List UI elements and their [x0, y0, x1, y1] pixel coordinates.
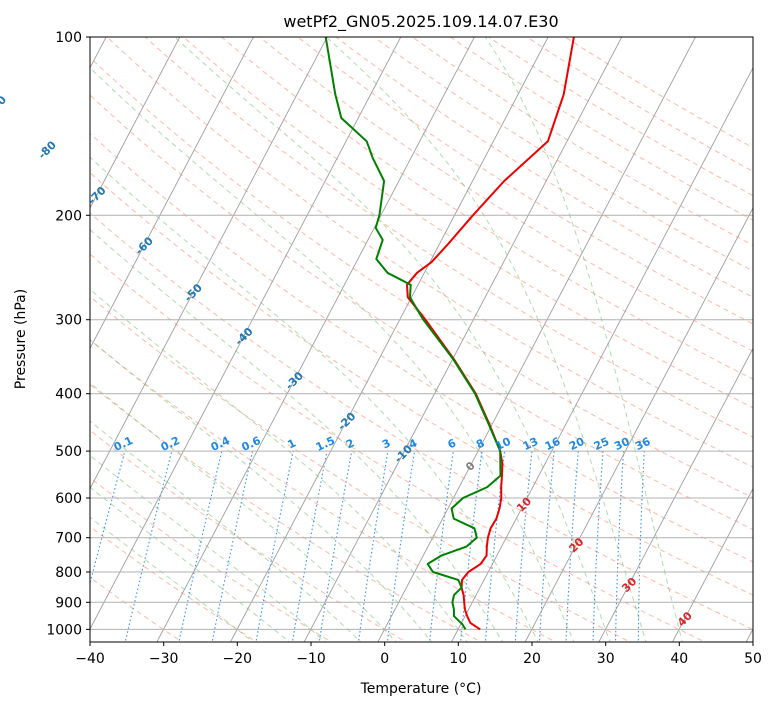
dry-adiabat	[335, 37, 753, 298]
isotherm-line	[90, 37, 402, 630]
x-tick-label: −30	[149, 651, 179, 667]
isotherms	[90, 37, 753, 642]
moist-adiabat	[484, 37, 683, 642]
x-axis-label: Temperature (°C)	[360, 681, 482, 697]
y-tick-label: 500	[55, 444, 82, 460]
mixing-ratio-label: 36	[633, 435, 653, 453]
y-axis: 100 200 300 400 500 600 700 800 900 1000	[46, 30, 90, 638]
isotherm-line	[598, 347, 753, 642]
moist-adiabat	[326, 37, 647, 642]
isotherm-line	[377, 37, 696, 642]
x-tick-label: 30	[597, 651, 615, 667]
x-tick-label: −10	[296, 651, 326, 667]
isotherm-line	[229, 37, 549, 642]
mixing-ratio-label: 20	[567, 435, 587, 453]
mixing-ratio-line	[211, 450, 254, 642]
x-tick-label: 20	[523, 651, 541, 667]
y-tick-label: 900	[55, 595, 82, 611]
plot-frame	[89, 36, 754, 643]
isotherm-line	[90, 37, 254, 350]
y-tick-label: 300	[55, 313, 82, 329]
dry-adiabat	[90, 253, 707, 642]
isotherm-label: -90	[0, 93, 9, 116]
x-tick-label: 0	[380, 651, 389, 667]
dewpoint-trace	[324, 37, 502, 630]
x-tick-label: 50	[744, 651, 762, 667]
x-tick-label: 40	[670, 651, 688, 667]
dry-adiabat	[90, 56, 753, 499]
isotherm-line	[303, 37, 623, 642]
dry-adiabat	[144, 37, 753, 438]
moist-adiabat	[174, 37, 611, 642]
dry-adiabat	[90, 339, 557, 642]
y-tick-label: 700	[55, 531, 82, 547]
pressure-gridlines	[90, 37, 753, 630]
temperature-trace	[406, 37, 575, 631]
x-axis: −40 −30 −20 −10 0 10 20 30 40 50	[75, 642, 762, 667]
isotherm-line	[671, 487, 753, 642]
mixing-ratio-label: 13	[521, 435, 540, 453]
line-labels: 0.10.20.40.611.52346810131620253036-100-…	[0, 93, 695, 629]
dry-adiabat	[90, 477, 333, 642]
isotherm-line	[450, 66, 753, 642]
isotherm-line	[90, 37, 328, 490]
sounding-traces	[324, 37, 575, 631]
y-tick-label: 800	[55, 565, 82, 581]
isotherm-line	[90, 37, 181, 209]
chart-title: wetPf2_GN05.2025.109.14.07.E30	[283, 12, 558, 32]
dry-adiabat	[90, 172, 753, 596]
dry-adiabat	[90, 94, 753, 531]
y-tick-label: 400	[55, 387, 82, 403]
mixing-ratio-line	[178, 450, 223, 642]
y-tick-label: 1000	[46, 622, 82, 638]
y-tick-label: 200	[55, 208, 82, 224]
mixing-ratio-label: 16	[543, 435, 563, 453]
mixing-ratio-line	[124, 450, 173, 642]
mixing-ratio-line	[291, 451, 328, 642]
x-tick-label: 10	[449, 651, 467, 667]
x-tick-label: −40	[75, 651, 105, 667]
dry-adiabat	[258, 37, 753, 352]
y-tick-label: 600	[55, 491, 82, 507]
mixing-ratio-line	[637, 451, 645, 642]
y-axis-label: Pressure (hPa)	[13, 289, 29, 389]
x-tick-label: −20	[223, 651, 253, 667]
y-tick-label: 100	[55, 30, 82, 46]
mixing-ratio-line	[614, 451, 625, 642]
isotherm-line	[524, 207, 753, 642]
isotherm-line	[156, 37, 475, 642]
mixing-ratio-line	[90, 450, 126, 586]
mixing-ratio-label: 25	[592, 435, 611, 453]
mixing-ratio-label: 30	[612, 435, 632, 453]
mixing-ratio-label: 10	[493, 435, 513, 453]
dry-adiabat	[90, 383, 482, 642]
mixing-ratio-line	[592, 451, 604, 642]
dry-adiabat	[90, 132, 753, 563]
